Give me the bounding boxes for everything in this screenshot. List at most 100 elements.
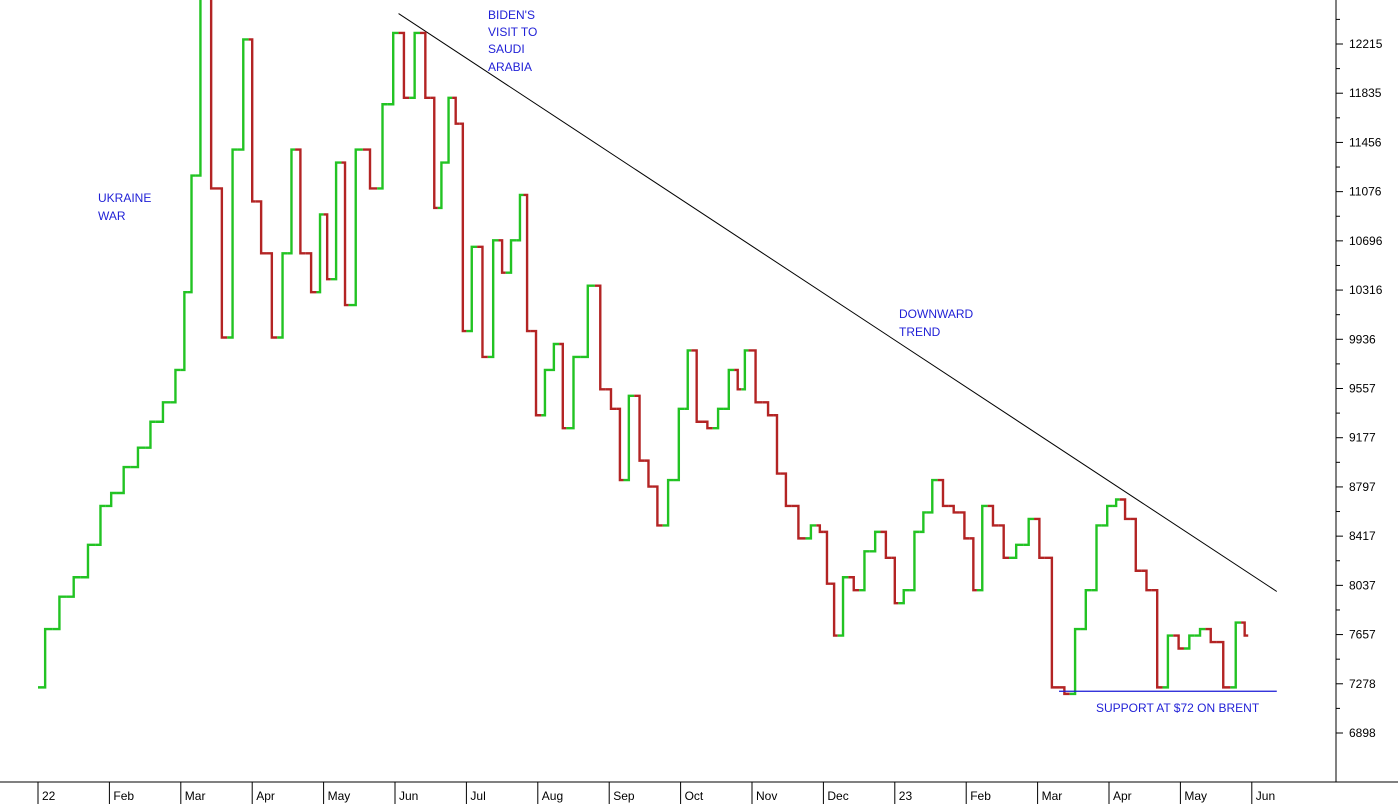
y-tick-label: 8037 [1349,578,1376,592]
series-segment [773,414,781,475]
y-tick-label: 7278 [1349,677,1376,691]
ukraine-annotation: UKRAINE WAR [98,191,151,223]
series-segment [377,103,388,190]
series-segment [559,342,567,430]
downward-annotation: DOWNWARD TREND [899,307,974,339]
series-segment [594,284,606,391]
series-segment [341,161,349,307]
series-segment [444,96,453,164]
biden-annotation: BIDEN'S VISIT TO SAUDI ARABIA [488,8,537,74]
x-tick-label: Jul [470,789,485,803]
series-segment [1034,517,1045,560]
y-tick-label: 12215 [1349,37,1383,51]
series-segment [530,329,542,417]
series-segment [398,31,410,99]
series-segment [277,252,288,339]
series-segment [541,368,549,417]
x-tick-label: Apr [1113,789,1132,803]
series-segment [452,96,460,125]
x-tick-label: Oct [685,789,704,803]
y-tick-label: 10696 [1349,234,1383,248]
series-segment [1183,634,1195,650]
series-segment [837,576,849,637]
series-segment [791,504,806,540]
series-segment [266,252,278,339]
series-segment [748,349,763,404]
series-segment [1044,556,1060,689]
y-tick-label: 9557 [1349,382,1376,396]
y-tick-label: 9177 [1349,431,1376,445]
x-axis: 22 Feb Mar Apr May Jun Jul Aug Sep Oct Nov Dec 23 Feb… [0,781,1398,804]
series-segment [1162,634,1174,689]
series-segment [362,148,378,190]
downward-annotation-line-1: DOWNWARD [899,307,974,321]
downward-annotation-line-2: TREND [899,325,941,339]
series-segment [1205,627,1217,644]
series-segment [880,530,892,560]
series-segment [437,161,445,210]
series-segment [1009,543,1024,560]
y-tick-label: 8417 [1349,529,1376,543]
x-tick-label: Jun [399,789,418,803]
biden-annotation-line-1: BIDEN'S [488,8,535,22]
series-segment [409,31,420,99]
series-segment [1141,569,1152,592]
biden-annotation-line-2: VISIT TO [488,25,537,39]
series-segment [195,0,202,177]
series-segment [477,245,488,359]
series-segment [702,420,713,430]
series-segment [1230,621,1242,689]
series-segment [616,407,624,482]
series-segment [909,530,920,592]
series-segment [155,401,171,423]
x-tick-label: May [1184,789,1207,803]
series-segment [805,524,817,540]
x-tick-label: Mar [185,789,206,803]
series-segment [1101,504,1113,527]
x-tick-label: Jun [1256,789,1275,803]
y-tick-label: 10316 [1349,283,1383,297]
series-segment [66,576,81,598]
series-segment [430,96,438,210]
series-segment [1241,621,1249,637]
series-segment [898,588,910,605]
series-segment [644,459,653,488]
series-segment [1069,627,1081,696]
y-tick-label: 6898 [1349,726,1376,740]
series-segment [673,407,685,482]
series-segment [316,213,324,294]
series-segment [959,511,970,540]
series-segment [712,407,724,430]
series-segment [130,446,146,469]
series-segment [869,530,881,553]
ukraine-annotation-line-2: WAR [98,209,126,223]
y-tick-label: 11835 [1349,86,1382,100]
series-segment [105,491,117,508]
x-tick-label: 23 [899,789,913,803]
series-segment [180,290,188,372]
series-segment [634,394,645,462]
series-segment [684,349,692,410]
series-segment [662,478,674,527]
series-segment [1023,517,1035,547]
x-tick-label: Feb [113,789,134,803]
x-tick-label: Mar [1042,789,1063,803]
y-tick-label: 8797 [1349,480,1376,494]
biden-annotation-line-3: SAUDI [488,42,525,56]
x-tick-label: May [328,789,351,803]
series-segment [830,582,838,637]
y-axis: 12215 11835 11456 11076 10696 10316 9936 9557 91… [1335,0,1383,782]
series-segment [976,504,988,592]
series-segment [926,478,938,514]
series-segment [466,245,478,333]
series-segment [227,148,238,339]
series-segment [237,38,249,151]
series-segment [1216,640,1231,689]
price-series [38,0,1249,696]
series-segment [116,465,131,495]
series-segment [1130,517,1142,572]
series-segment [969,537,977,592]
x-tick-label: Sep [613,789,635,803]
series-segment [523,193,531,333]
series-segment [80,543,96,579]
